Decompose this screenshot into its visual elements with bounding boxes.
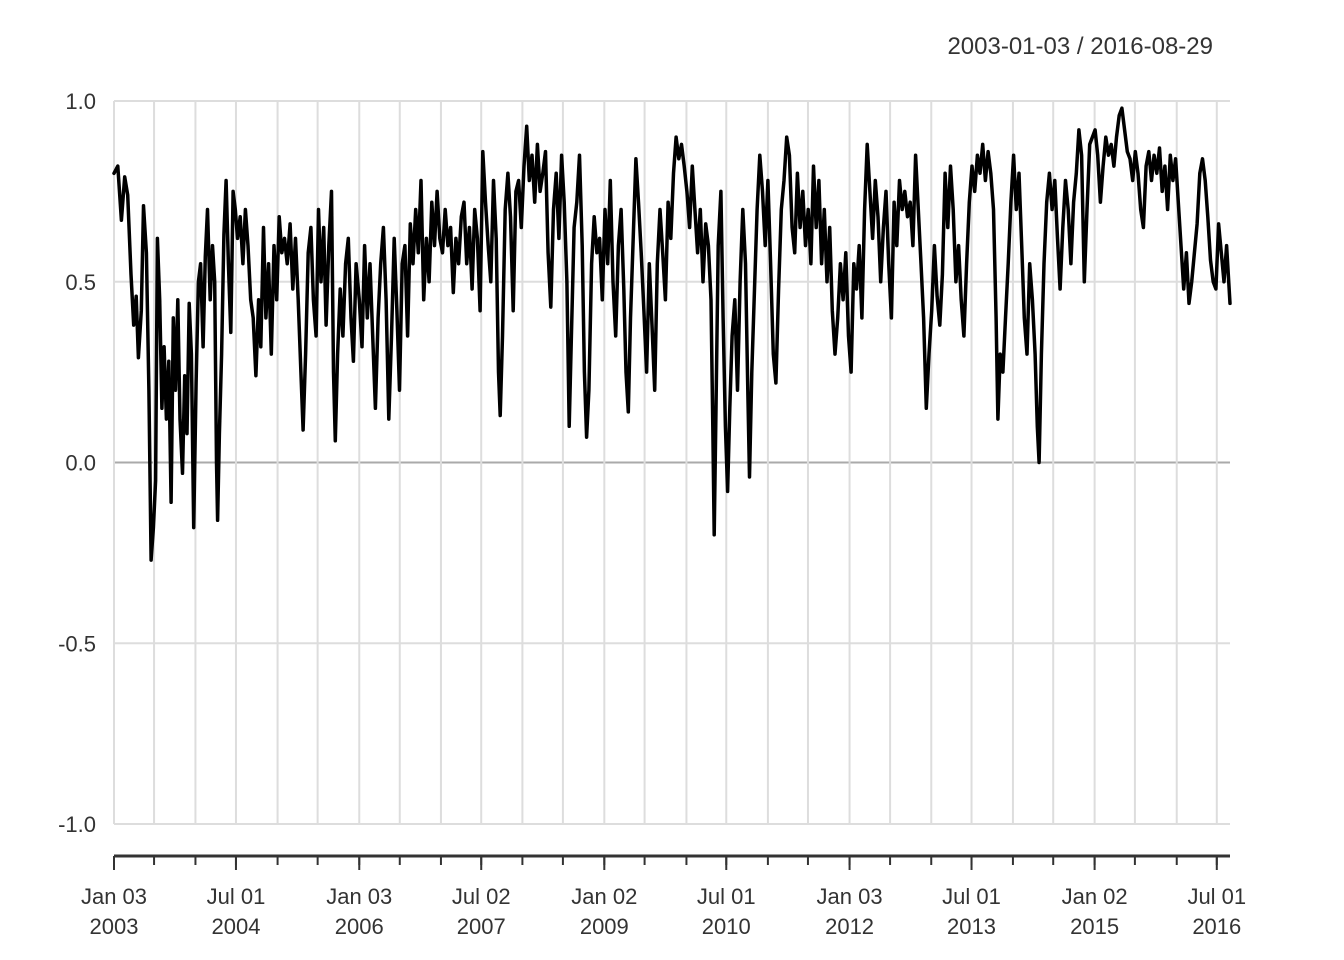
x-tick-label-year: 2016 bbox=[1192, 914, 1241, 939]
x-tick-label: Jul 01 2010 bbox=[697, 884, 756, 939]
x-tick-label-date: Jul 02 bbox=[452, 884, 511, 909]
y-tick-label: 0.0 bbox=[65, 451, 96, 476]
x-tick-label: Jul 01 2016 bbox=[1187, 884, 1246, 939]
y-tick-label: -1.0 bbox=[58, 812, 96, 837]
x-tick-label-date: Jul 01 bbox=[942, 884, 1001, 909]
x-tick-label: Jan 03 2012 bbox=[817, 884, 883, 939]
x-tick-label: Jul 01 2013 bbox=[942, 884, 1001, 939]
series-line bbox=[112, 106, 1232, 562]
x-tick-label-date: Jan 03 bbox=[326, 884, 392, 909]
x-tick-label-date: Jan 03 bbox=[81, 884, 147, 909]
x-tick-label-date: Jan 02 bbox=[1062, 884, 1128, 909]
y-axis: 1.0 0.5 0.0 -0.5 -1.0 bbox=[58, 89, 96, 837]
x-tick-label-date: Jan 02 bbox=[571, 884, 637, 909]
x-tick-label-date: Jan 03 bbox=[817, 884, 883, 909]
x-tick-label-year: 2009 bbox=[580, 914, 629, 939]
y-tick-label: 1.0 bbox=[65, 89, 96, 114]
x-tick-label: Jul 01 2004 bbox=[207, 884, 266, 939]
date-range-label: 2003-01-03 / 2016-08-29 bbox=[947, 33, 1213, 60]
x-tick-label: Jan 03 2006 bbox=[326, 884, 392, 939]
x-tick-label-date: Jul 01 bbox=[1187, 884, 1246, 909]
x-tick-label-year: 2013 bbox=[947, 914, 996, 939]
x-tick-label-year: 2007 bbox=[457, 914, 506, 939]
x-tick-label-year: 2003 bbox=[90, 914, 139, 939]
x-tick-label-date: Jul 01 bbox=[697, 884, 756, 909]
x-tick-label: Jan 03 2003 bbox=[81, 884, 147, 939]
y-tick-label: 0.5 bbox=[65, 270, 96, 295]
series-layer bbox=[112, 106, 1232, 562]
x-tick-label-year: 2015 bbox=[1070, 914, 1119, 939]
x-tick-label-year: 2006 bbox=[335, 914, 384, 939]
x-axis: Jan 03 2003 Jul 01 2004 Jan 03 2006 Jul 02 2007… bbox=[81, 854, 1246, 939]
x-tick-label: Jan 02 2009 bbox=[571, 884, 637, 939]
x-tick-label: Jan 02 2015 bbox=[1062, 884, 1128, 939]
x-tick-label-date: Jul 01 bbox=[207, 884, 266, 909]
x-tick-label-year: 2004 bbox=[211, 914, 260, 939]
grid bbox=[113, 100, 1230, 825]
x-tick-label-year: 2012 bbox=[825, 914, 874, 939]
x-tick-label-year: 2010 bbox=[702, 914, 751, 939]
x-tick-label: Jul 02 2007 bbox=[452, 884, 511, 939]
y-tick-label: -0.5 bbox=[58, 631, 96, 656]
